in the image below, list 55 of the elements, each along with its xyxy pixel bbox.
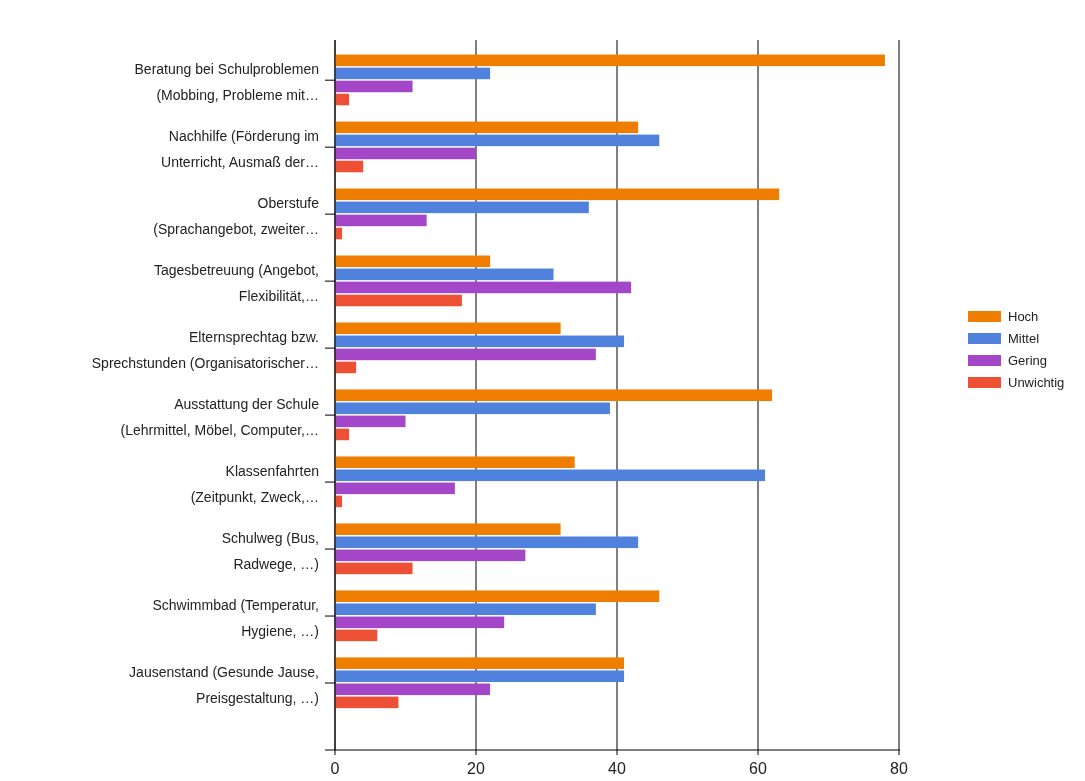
bar xyxy=(335,657,625,669)
bar xyxy=(335,214,427,227)
bar xyxy=(335,562,413,575)
bar xyxy=(335,201,589,214)
y-tick-label: Beratung bei Schulproblemen (Mobbing, Probleme mit… xyxy=(134,61,319,104)
x-tick-label: 60 xyxy=(749,760,767,777)
bar xyxy=(335,188,780,201)
bar xyxy=(335,268,554,281)
bar xyxy=(335,67,491,80)
bar xyxy=(335,80,413,93)
bar xyxy=(335,629,378,642)
legend-label: Unwichtig xyxy=(1008,375,1065,390)
bar xyxy=(335,147,476,160)
x-tick-label: 0 xyxy=(330,760,340,777)
y-tick-label: Klassenfahrten (Zeitpunkt, Zweck,… xyxy=(190,463,319,506)
bar xyxy=(335,322,561,335)
legend-label: Mittel xyxy=(1008,331,1040,346)
bar xyxy=(335,54,885,67)
bar xyxy=(335,160,364,173)
y-tick-label: Elternsprechtag bzw. Sprechstunden (Organisatorischer… xyxy=(91,329,319,372)
bar xyxy=(335,402,610,415)
bar xyxy=(335,523,561,535)
bar xyxy=(335,590,660,602)
bar xyxy=(335,415,406,428)
bar xyxy=(335,348,596,361)
x-tick-label: 40 xyxy=(608,760,626,777)
y-tick-label: Ausstattung der Schule (Lehrmittel, Möbel, Computer,… xyxy=(120,396,320,439)
bar xyxy=(335,616,505,629)
legend-label: Hoch xyxy=(1008,309,1039,324)
bar xyxy=(335,549,526,562)
bar xyxy=(335,469,766,482)
y-tick-label: Jausenstand (Gesunde Jause, Preisgestaltung, …) xyxy=(129,664,319,707)
bar xyxy=(335,456,575,469)
y-tick-label: Nachhilfe (Förderung im Unterricht, Ausmaß der… xyxy=(161,128,319,171)
bar xyxy=(335,361,357,374)
bar xyxy=(335,255,491,268)
bar xyxy=(335,389,773,402)
y-tick-label: Tagesbetreuung (Angebot, Flexibilität,… xyxy=(153,262,319,305)
bar xyxy=(335,121,639,134)
x-tick-label: 80 xyxy=(890,760,908,777)
bar xyxy=(335,294,462,307)
bar xyxy=(335,335,625,348)
bar xyxy=(335,482,455,495)
bar xyxy=(335,696,399,709)
bar xyxy=(335,134,660,147)
y-tick-label: Schulweg (Bus, Radwege, …) xyxy=(221,530,319,573)
bar xyxy=(335,683,491,696)
bar xyxy=(335,536,639,549)
bar xyxy=(335,603,596,616)
x-tick-label: 20 xyxy=(467,760,485,777)
bar xyxy=(335,670,625,683)
y-tick-label: Schwimmbad (Temperatur, Hygiene, …) xyxy=(152,597,319,640)
legend-label: Gering xyxy=(1008,353,1048,368)
y-tick-label: Oberstufe (Sprachangebot, zweiter… xyxy=(153,195,320,238)
bar xyxy=(335,281,632,294)
